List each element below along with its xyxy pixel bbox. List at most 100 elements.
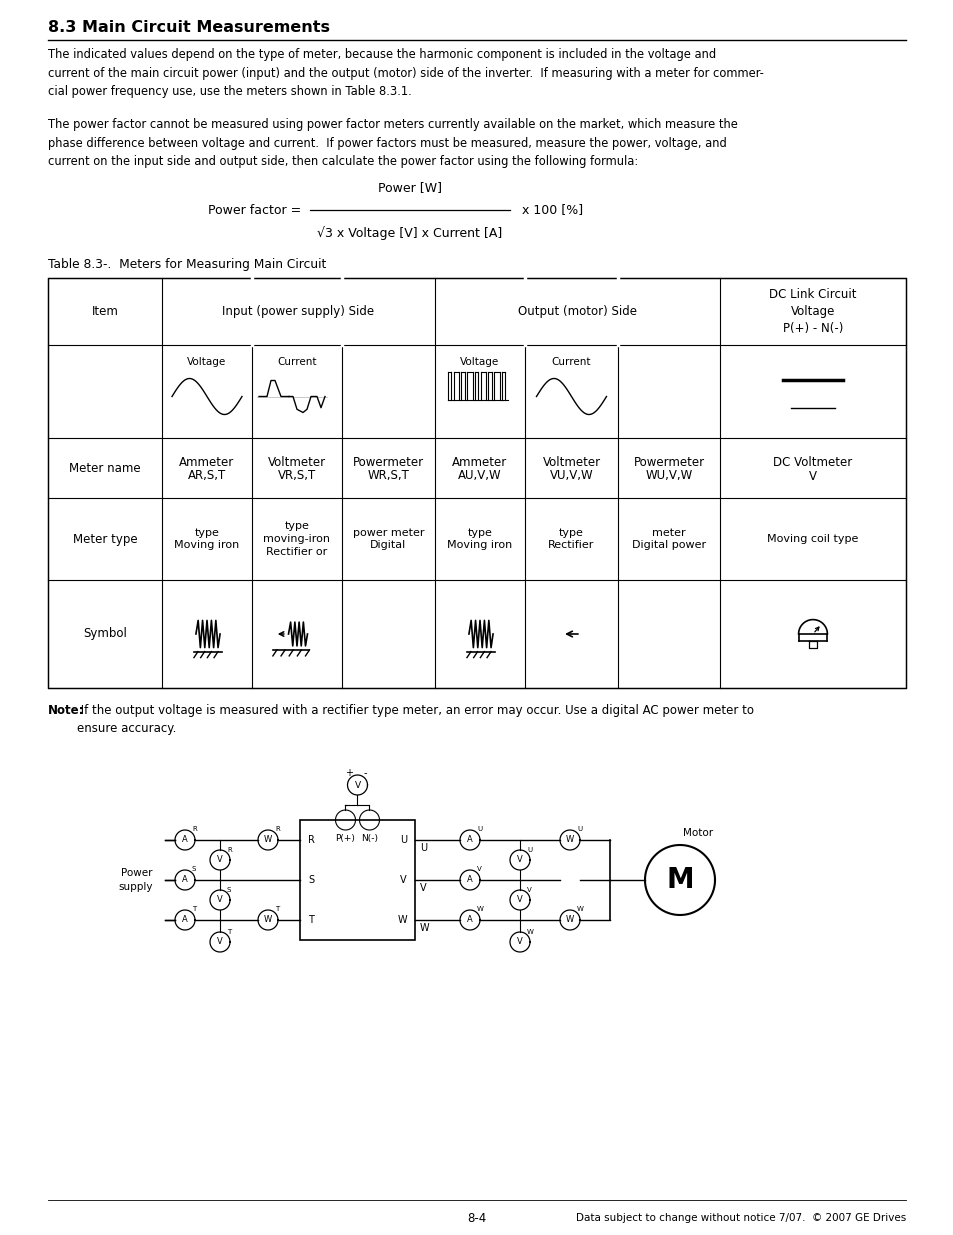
Text: DC Link Circuit
Voltage
P(+) - N(-): DC Link Circuit Voltage P(+) - N(-) bbox=[768, 288, 856, 335]
Text: Power factor =: Power factor = bbox=[208, 204, 305, 216]
Text: Motor: Motor bbox=[682, 827, 712, 839]
Text: WR,S,T: WR,S,T bbox=[367, 469, 409, 483]
Text: Item: Item bbox=[91, 305, 118, 317]
Text: type: type bbox=[194, 527, 219, 537]
Text: V: V bbox=[217, 937, 223, 946]
Text: W: W bbox=[476, 906, 483, 911]
Text: type: type bbox=[467, 527, 492, 537]
Text: Powermeter: Powermeter bbox=[633, 456, 704, 468]
Text: The indicated values depend on the type of meter, because the harmonic component: The indicated values depend on the type … bbox=[48, 48, 763, 98]
Text: V: V bbox=[517, 895, 522, 904]
Text: Meter type: Meter type bbox=[72, 532, 137, 546]
Text: type: type bbox=[284, 521, 309, 531]
Text: R: R bbox=[308, 835, 314, 845]
Text: W: W bbox=[577, 906, 583, 911]
Text: R: R bbox=[274, 826, 279, 832]
Text: Voltage: Voltage bbox=[187, 357, 227, 367]
Text: Input (power supply) Side: Input (power supply) Side bbox=[222, 305, 375, 317]
Text: V: V bbox=[808, 469, 816, 483]
Text: +: + bbox=[345, 768, 354, 778]
Text: N(-): N(-) bbox=[360, 834, 377, 842]
Text: Voltmeter: Voltmeter bbox=[542, 456, 600, 468]
Text: Rectifier: Rectifier bbox=[548, 541, 594, 551]
Text: V: V bbox=[517, 937, 522, 946]
Text: V: V bbox=[217, 895, 223, 904]
Bar bbox=[299, 820, 415, 940]
Text: Power
supply: Power supply bbox=[118, 868, 152, 892]
Text: Powermeter: Powermeter bbox=[353, 456, 424, 468]
Text: x 100 [%]: x 100 [%] bbox=[521, 204, 582, 216]
Text: U: U bbox=[419, 844, 427, 853]
Text: A: A bbox=[182, 876, 188, 884]
Text: V: V bbox=[355, 781, 360, 789]
Text: moving-iron: moving-iron bbox=[263, 534, 330, 543]
Text: Table 8.3-.  Meters for Measuring Main Circuit: Table 8.3-. Meters for Measuring Main Ci… bbox=[48, 258, 326, 270]
Text: Note:: Note: bbox=[48, 704, 85, 718]
Text: M: M bbox=[665, 866, 693, 894]
Text: A: A bbox=[467, 915, 473, 925]
Text: Data subject to change without notice 7/07.  © 2007 GE Drives: Data subject to change without notice 7/… bbox=[576, 1213, 905, 1223]
Text: V: V bbox=[517, 856, 522, 864]
Text: T: T bbox=[274, 906, 279, 911]
Text: T: T bbox=[192, 906, 196, 911]
Text: U: U bbox=[399, 835, 407, 845]
Text: √3 x Voltage [V] x Current [A]: √3 x Voltage [V] x Current [A] bbox=[317, 226, 502, 240]
Bar bbox=[48, 278, 905, 688]
Text: V: V bbox=[419, 883, 426, 893]
Text: Ammeter: Ammeter bbox=[179, 456, 234, 468]
Text: Moving coil type: Moving coil type bbox=[766, 534, 858, 543]
Text: W: W bbox=[264, 836, 272, 845]
Text: S: S bbox=[227, 887, 232, 893]
Text: VR,S,T: VR,S,T bbox=[277, 469, 315, 483]
Text: A: A bbox=[182, 915, 188, 925]
Text: W: W bbox=[526, 929, 534, 935]
Text: WU,V,W: WU,V,W bbox=[644, 469, 692, 483]
Text: 8.3 Main Circuit Measurements: 8.3 Main Circuit Measurements bbox=[48, 20, 330, 35]
Text: W: W bbox=[565, 915, 574, 925]
Text: T: T bbox=[308, 915, 314, 925]
Text: V: V bbox=[400, 876, 407, 885]
Text: Ammeter: Ammeter bbox=[452, 456, 507, 468]
Text: Current: Current bbox=[551, 357, 591, 367]
Text: V: V bbox=[476, 866, 481, 872]
Text: W: W bbox=[264, 915, 272, 925]
Text: Digital: Digital bbox=[370, 541, 406, 551]
Text: U: U bbox=[577, 826, 581, 832]
Text: U: U bbox=[526, 847, 532, 853]
Text: Digital power: Digital power bbox=[631, 541, 705, 551]
Text: W: W bbox=[419, 923, 429, 932]
Text: 8-4: 8-4 bbox=[467, 1212, 486, 1224]
Text: U: U bbox=[476, 826, 481, 832]
Text: Current: Current bbox=[277, 357, 316, 367]
Text: S: S bbox=[308, 876, 314, 885]
Text: Moving iron: Moving iron bbox=[447, 541, 512, 551]
Text: DC Voltmeter: DC Voltmeter bbox=[773, 456, 852, 468]
Text: AR,S,T: AR,S,T bbox=[188, 469, 226, 483]
Text: AU,V,W: AU,V,W bbox=[457, 469, 501, 483]
Text: meter: meter bbox=[652, 527, 685, 537]
Text: VU,V,W: VU,V,W bbox=[549, 469, 593, 483]
Text: T: T bbox=[227, 929, 231, 935]
Text: V: V bbox=[526, 887, 531, 893]
Text: Power [W]: Power [W] bbox=[377, 182, 441, 194]
Text: R: R bbox=[227, 847, 232, 853]
Text: power meter: power meter bbox=[353, 527, 424, 537]
Text: Rectifier or: Rectifier or bbox=[266, 547, 327, 557]
Text: R: R bbox=[192, 826, 196, 832]
Text: type: type bbox=[558, 527, 583, 537]
Text: A: A bbox=[467, 836, 473, 845]
Text: If the output voltage is measured with a rectifier type meter, an error may occu: If the output voltage is measured with a… bbox=[77, 704, 753, 735]
Text: Voltage: Voltage bbox=[460, 357, 499, 367]
Text: Output (motor) Side: Output (motor) Side bbox=[517, 305, 637, 317]
Text: Meter name: Meter name bbox=[70, 462, 141, 474]
Text: -: - bbox=[363, 768, 367, 778]
Text: The power factor cannot be measured using power factor meters currently availabl: The power factor cannot be measured usin… bbox=[48, 119, 737, 168]
Text: S: S bbox=[192, 866, 196, 872]
Text: P(+): P(+) bbox=[335, 834, 355, 842]
Text: A: A bbox=[467, 876, 473, 884]
Text: Moving iron: Moving iron bbox=[174, 541, 239, 551]
Text: V: V bbox=[217, 856, 223, 864]
Text: W: W bbox=[565, 836, 574, 845]
Text: Symbol: Symbol bbox=[83, 627, 127, 641]
Text: A: A bbox=[182, 836, 188, 845]
